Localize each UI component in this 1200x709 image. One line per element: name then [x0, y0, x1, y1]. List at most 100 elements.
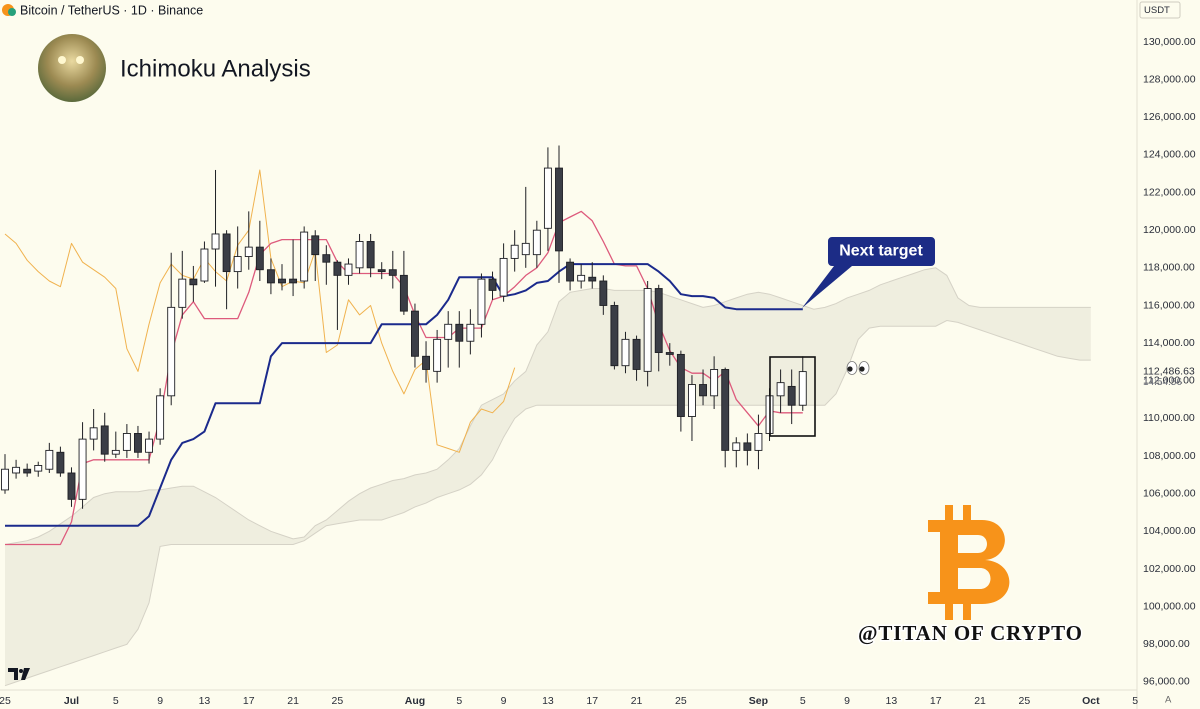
x-tick-label: 21 — [631, 695, 643, 707]
title: Ichimoku Analysis — [120, 55, 311, 82]
x-tick-label: 5 — [800, 695, 806, 707]
y-tick-label: 124,000.00 — [1143, 149, 1196, 161]
y-tick-label: 108,000.00 — [1143, 450, 1196, 462]
candle-body — [787, 385, 796, 406]
candle-body — [167, 306, 176, 397]
candle-body — [654, 288, 663, 353]
candle-body — [278, 278, 286, 284]
currency-box[interactable] — [1139, 1, 1181, 19]
x-tick-label: Oct — [1082, 695, 1100, 707]
bitcoin-logo — [928, 505, 1010, 620]
symbol: Bitcoin / TetherUS · 1D · Binance — [20, 3, 203, 17]
x-tick-label: 13 — [886, 695, 898, 707]
plot-area — [1, 145, 1091, 687]
candle-body — [543, 167, 552, 229]
candle-body — [444, 323, 453, 340]
candle-body — [311, 235, 320, 256]
candle-body — [676, 353, 685, 417]
ichimoku-cloud — [5, 267, 1091, 686]
candle-body — [688, 384, 696, 417]
x-tick-label: 25 — [0, 695, 11, 707]
candle-body — [710, 369, 719, 397]
candle-body — [665, 352, 674, 355]
kijun-line — [5, 263, 803, 527]
candle-body — [610, 305, 619, 367]
candle-body — [399, 274, 408, 312]
currency[interactable]: USDT — [1144, 5, 1170, 16]
y-tick-label: 120,000.00 — [1143, 224, 1196, 236]
candle-body — [122, 433, 131, 451]
candle-body — [1, 468, 9, 491]
candle-body — [555, 167, 563, 252]
candle-body — [521, 242, 530, 256]
candle-body — [699, 384, 707, 397]
candle-body — [222, 233, 231, 273]
x-tick-label: 13 — [542, 695, 554, 707]
x-tick-label: Jul — [64, 695, 79, 707]
last-price: 112,486.63 — [1143, 365, 1195, 377]
candle-body — [200, 248, 209, 282]
candle-body — [422, 355, 430, 370]
candle-body — [255, 246, 264, 271]
candle-body — [621, 338, 630, 367]
candle-body — [89, 427, 98, 440]
avatar-eye — [58, 56, 66, 64]
candle-body — [366, 241, 375, 269]
candle-body — [377, 269, 386, 273]
x-tick-label: 5 — [456, 695, 462, 707]
candle-body — [721, 369, 730, 451]
candle-body — [178, 278, 187, 308]
candle-body — [466, 323, 475, 342]
candle-body — [643, 288, 652, 372]
candle-body — [156, 395, 165, 440]
y-tick-label: 102,000.00 — [1143, 563, 1196, 575]
candle-body — [599, 280, 608, 306]
x-tick-label: 21 — [974, 695, 986, 707]
countdown: 14:54:56 — [1143, 377, 1182, 388]
candle-body — [732, 442, 741, 451]
y-tick-label: 128,000.00 — [1143, 73, 1196, 85]
x-tick-label: 25 — [332, 695, 344, 707]
span-a-line — [4, 267, 1091, 545]
avatar — [38, 34, 106, 102]
candle-body — [211, 233, 220, 250]
x-tick-label: 25 — [1019, 695, 1031, 707]
candle-body — [322, 254, 331, 263]
x-tick-label: 5 — [1132, 695, 1138, 707]
y-tick-label: 106,000.00 — [1143, 487, 1196, 499]
candle-body — [588, 276, 597, 282]
x-tick-label: 25 — [675, 695, 687, 707]
x-tick-label: 9 — [844, 695, 850, 707]
y-tick-label: 104,000.00 — [1143, 525, 1196, 537]
y-tick-label: 116,000.00 — [1143, 299, 1195, 311]
callout — [802, 237, 935, 308]
candle-body — [145, 438, 153, 453]
candle-body — [189, 278, 198, 286]
candle-body — [34, 465, 43, 472]
candle-body — [12, 466, 21, 474]
y-tick-label: 112,000.00 — [1143, 375, 1195, 387]
x-tick-label: 21 — [287, 695, 299, 707]
candle-body — [233, 256, 242, 273]
candle-body — [56, 451, 65, 474]
auto-scale[interactable]: A — [1165, 695, 1172, 706]
candle-body — [433, 338, 442, 372]
candle-body — [111, 449, 120, 455]
candle-body — [477, 278, 486, 325]
chikou-line — [4, 169, 516, 453]
candle-body — [244, 246, 253, 257]
y-tick-label: 100,000.00 — [1143, 600, 1196, 612]
candle-body — [488, 278, 497, 291]
candle-body — [67, 472, 76, 500]
callout-text: Next target — [839, 243, 923, 260]
symbol-icon — [8, 8, 16, 16]
candle-body — [577, 274, 586, 282]
x-tick-label: 17 — [586, 695, 598, 707]
watermark: @TITAN OF CRYPTO — [858, 621, 1082, 645]
y-tick-label: 98,000.00 — [1143, 638, 1190, 650]
x-tick-label: Sep — [749, 695, 768, 707]
candle-body — [566, 261, 575, 282]
tv-logo — [8, 668, 30, 680]
candle-body — [455, 323, 464, 342]
candle-body — [510, 244, 519, 259]
